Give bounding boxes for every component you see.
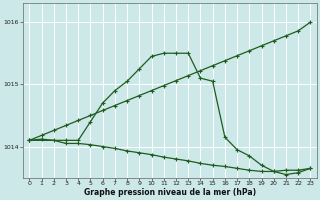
- X-axis label: Graphe pression niveau de la mer (hPa): Graphe pression niveau de la mer (hPa): [84, 188, 256, 197]
